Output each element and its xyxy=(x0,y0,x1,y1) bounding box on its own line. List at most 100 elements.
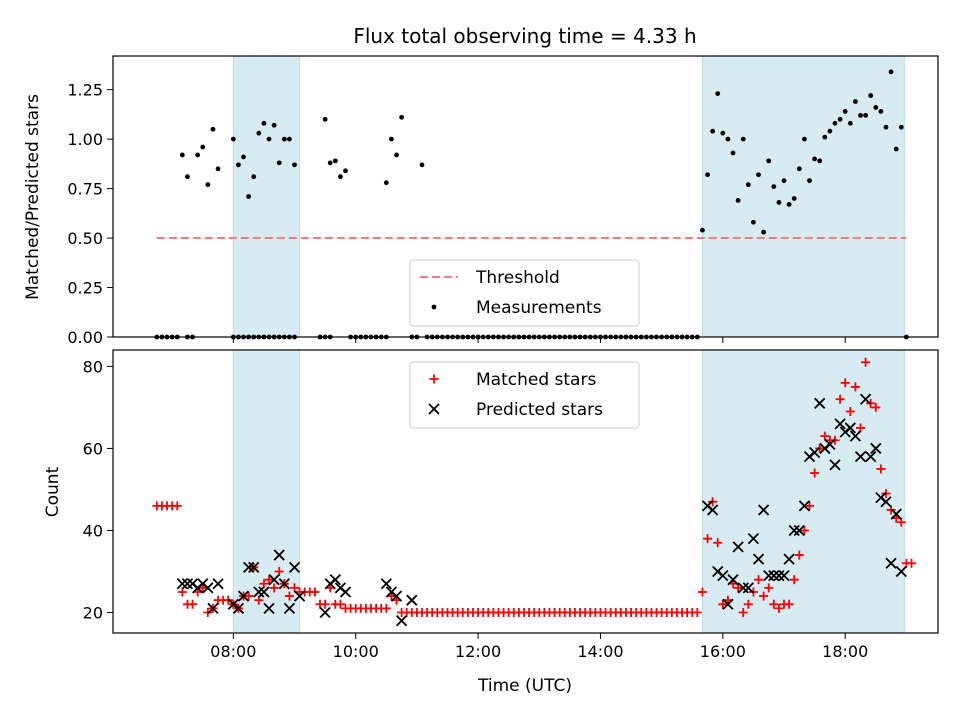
bottom-point xyxy=(181,578,194,590)
bottom-panel: 20 40 60 80 08:00 10:00 12:00 14:00 16:00 18:00 Ma… xyxy=(83,349,939,661)
bottom-series-1 xyxy=(176,393,907,627)
top-point xyxy=(715,91,721,96)
bottom-point xyxy=(743,599,753,609)
top-point xyxy=(230,136,236,142)
top-point xyxy=(388,136,394,142)
bottom-point xyxy=(253,586,265,598)
top-point xyxy=(781,178,787,184)
top-point xyxy=(200,144,206,150)
bottom-legend-label: Predicted stars xyxy=(476,400,603,420)
top-point xyxy=(241,154,246,160)
bottom-shaded-interval-1 xyxy=(701,349,905,634)
bottom-legend-box xyxy=(409,361,640,429)
top-point xyxy=(817,158,823,164)
bottom-point xyxy=(783,553,795,565)
bottom-point xyxy=(794,550,804,560)
top-point xyxy=(705,172,710,178)
top-point xyxy=(205,182,211,188)
top-panel: 0.00 0.25 0.50 0.75 1.00 1.25 Threshold Measure… xyxy=(67,55,939,347)
bottom-point xyxy=(865,451,877,463)
bottom-point xyxy=(329,574,341,586)
bottom-point xyxy=(381,603,391,613)
bottom-point xyxy=(692,607,702,617)
bottom-point xyxy=(172,501,182,511)
top-point xyxy=(261,120,267,126)
top-point xyxy=(210,126,216,132)
top-point xyxy=(745,182,751,188)
top-point xyxy=(236,162,241,168)
bottom-point xyxy=(747,533,760,545)
top-point xyxy=(898,124,904,130)
top-point xyxy=(740,136,746,142)
bottom-legend-marker xyxy=(429,374,439,384)
bottom-point xyxy=(835,394,845,404)
top-y-tick-label: 1.25 xyxy=(67,81,103,100)
top-y-tick-label: 0.75 xyxy=(67,180,103,199)
bottom-point xyxy=(896,517,906,527)
bottom-point xyxy=(870,442,882,455)
top-point xyxy=(822,134,828,140)
top-point xyxy=(399,114,404,120)
top-point xyxy=(251,174,257,180)
bottom-point xyxy=(254,595,264,605)
top-point xyxy=(868,93,874,98)
top-point xyxy=(807,178,812,184)
bottom-point xyxy=(248,561,260,574)
top-point xyxy=(858,112,863,118)
x-axis-label: Time (UTC) xyxy=(477,676,572,696)
bottom-point xyxy=(845,407,855,417)
bottom-point xyxy=(380,578,392,590)
bottom-point xyxy=(834,418,846,430)
bottom-point xyxy=(269,583,279,593)
top-y-tick-label: 1.00 xyxy=(67,130,103,149)
top-legend-marker xyxy=(431,304,437,310)
bottom-y-axis-label: Count xyxy=(43,466,63,517)
top-y-tick-label: 0.25 xyxy=(67,279,103,298)
top-point xyxy=(893,146,899,152)
bottom-point xyxy=(733,583,743,593)
bottom-point xyxy=(290,583,300,593)
top-point xyxy=(292,162,297,168)
bottom-y-tick-label: 40 xyxy=(83,521,103,540)
top-point xyxy=(883,124,889,130)
bottom-point xyxy=(890,508,902,520)
bottom-point xyxy=(335,599,345,609)
bottom-point xyxy=(871,402,881,412)
bottom-point xyxy=(861,357,871,367)
top-point xyxy=(842,109,848,114)
top-point xyxy=(761,229,767,235)
bottom-point xyxy=(188,599,198,609)
bottom-point xyxy=(242,561,255,574)
bottom-point xyxy=(713,538,723,548)
top-point xyxy=(766,158,772,164)
bottom-point xyxy=(784,599,794,609)
chart-title: Flux total observing time = 4.33 h xyxy=(353,24,696,48)
bottom-point xyxy=(176,578,188,590)
bottom-point xyxy=(278,578,290,590)
bottom-legend-marker xyxy=(428,403,440,415)
top-legend: Threshold Measurements xyxy=(409,259,640,327)
top-point xyxy=(287,136,292,142)
bottom-point xyxy=(273,549,285,561)
bottom-point xyxy=(177,587,187,597)
x-tick-label: 16:00 xyxy=(700,642,746,661)
bottom-point xyxy=(824,438,836,450)
bottom-point xyxy=(778,569,790,582)
top-point xyxy=(786,202,792,207)
bottom-axes-frame xyxy=(112,349,939,634)
bottom-point xyxy=(320,599,330,609)
top-point xyxy=(725,136,731,142)
top-point xyxy=(837,116,843,122)
bottom-point xyxy=(738,607,748,617)
top-point xyxy=(271,122,277,128)
top-point xyxy=(878,109,884,114)
top-point xyxy=(281,136,287,142)
bottom-point xyxy=(406,594,418,606)
bottom-point xyxy=(768,569,780,582)
top-point xyxy=(322,116,328,122)
bottom-point xyxy=(754,575,764,585)
top-point xyxy=(730,150,736,156)
bottom-point xyxy=(764,583,774,593)
bottom-point xyxy=(390,590,403,602)
top-legend-label: Threshold xyxy=(475,268,560,288)
